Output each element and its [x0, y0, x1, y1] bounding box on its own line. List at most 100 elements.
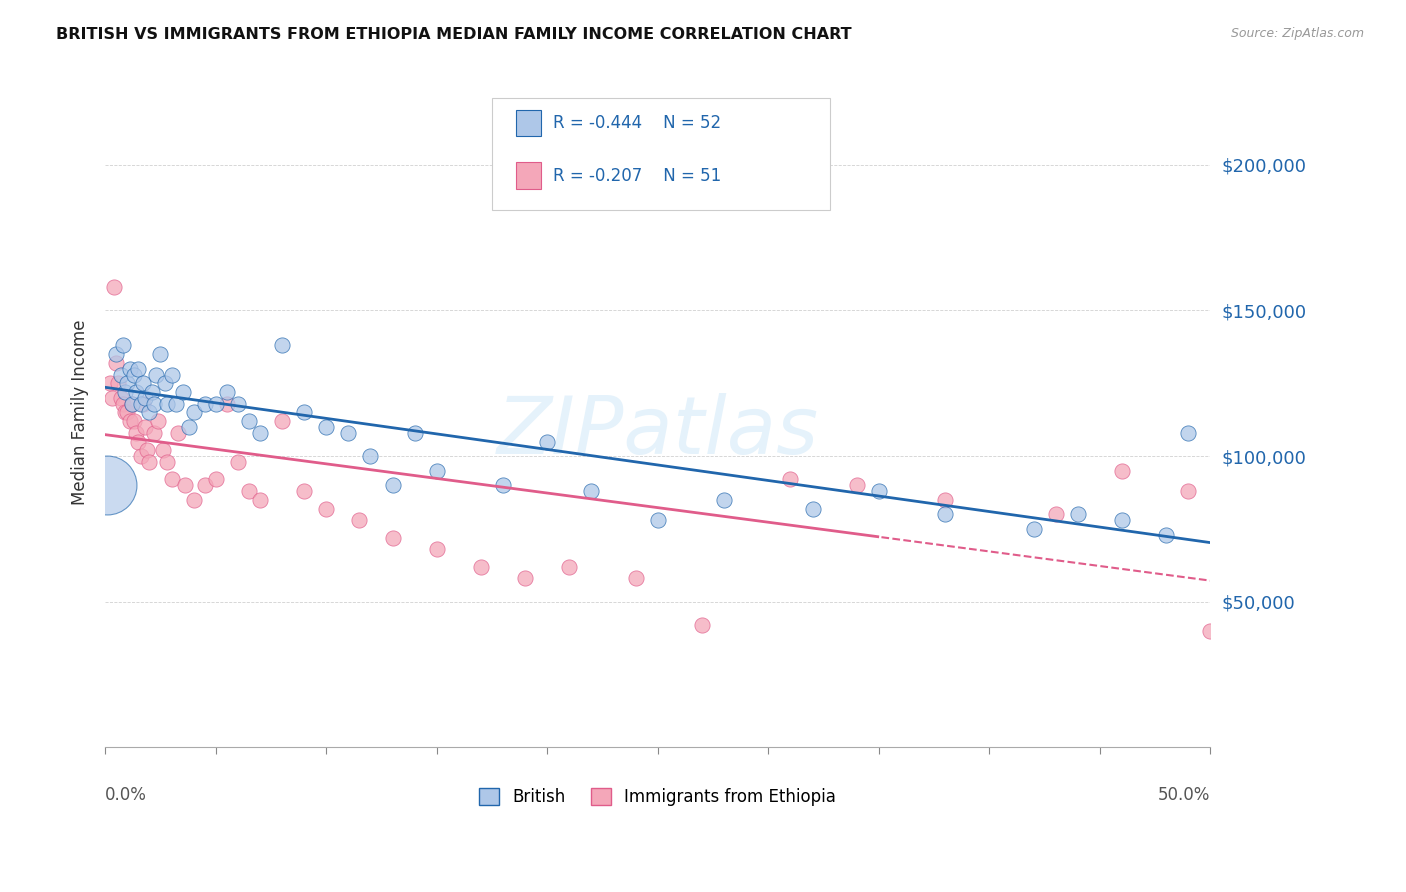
Point: [690, 618, 713, 632]
Point: [271, 414, 294, 428]
Point: [107, 376, 129, 391]
Y-axis label: Median Family Income: Median Family Income: [72, 319, 89, 505]
Point: [315, 501, 337, 516]
Point: [492, 478, 515, 492]
Point: [129, 449, 152, 463]
Point: [801, 501, 824, 516]
Point: [215, 384, 238, 399]
Point: [179, 420, 201, 434]
Point: [315, 420, 337, 434]
Point: [142, 397, 165, 411]
Point: [149, 347, 172, 361]
Point: [125, 425, 148, 440]
Point: [98, 376, 121, 391]
Text: R = -0.444    N = 52: R = -0.444 N = 52: [553, 114, 721, 132]
Point: [145, 368, 167, 382]
Point: [1154, 527, 1177, 541]
Point: [381, 531, 404, 545]
Point: [337, 425, 360, 440]
Point: [183, 492, 205, 507]
Point: [426, 464, 449, 478]
Point: [118, 414, 141, 428]
Point: [114, 384, 136, 399]
Point: [581, 483, 603, 498]
Point: [515, 571, 537, 585]
Point: [122, 414, 145, 428]
Point: [713, 492, 735, 507]
Legend: British, Immigrants from Ethiopia: British, Immigrants from Ethiopia: [472, 781, 842, 813]
Point: [118, 361, 141, 376]
Point: [103, 280, 125, 294]
Point: [122, 368, 145, 382]
Point: [271, 338, 294, 352]
Point: [127, 361, 149, 376]
Point: [238, 414, 260, 428]
Text: 0.0%: 0.0%: [105, 786, 148, 805]
Point: [934, 492, 956, 507]
Point: [114, 405, 136, 419]
Point: [183, 405, 205, 419]
Point: [101, 391, 124, 405]
Point: [172, 384, 194, 399]
Point: [111, 338, 134, 352]
Point: [381, 478, 404, 492]
Point: [1067, 508, 1090, 522]
Point: [204, 472, 226, 486]
Point: [1177, 425, 1199, 440]
Point: [96, 478, 118, 492]
Point: [160, 368, 183, 382]
Text: R = -0.207    N = 51: R = -0.207 N = 51: [553, 167, 721, 185]
Point: [134, 420, 156, 434]
Point: [141, 384, 163, 399]
Text: BRITISH VS IMMIGRANTS FROM ETHIOPIA MEDIAN FAMILY INCOME CORRELATION CHART: BRITISH VS IMMIGRANTS FROM ETHIOPIA MEDI…: [56, 27, 852, 42]
Point: [134, 391, 156, 405]
Point: [624, 571, 647, 585]
Point: [1111, 464, 1133, 478]
Point: [1199, 624, 1222, 638]
Point: [138, 455, 160, 469]
Point: [160, 472, 183, 486]
Text: Source: ZipAtlas.com: Source: ZipAtlas.com: [1230, 27, 1364, 40]
Point: [1111, 513, 1133, 527]
Point: [470, 559, 492, 574]
Point: [1045, 508, 1067, 522]
Point: [125, 384, 148, 399]
Point: [142, 425, 165, 440]
Point: [292, 405, 315, 419]
Point: [121, 397, 143, 411]
Point: [121, 397, 143, 411]
Point: [845, 478, 868, 492]
Text: 50.0%: 50.0%: [1159, 786, 1211, 805]
Point: [165, 397, 187, 411]
Point: [117, 405, 139, 419]
Point: [1022, 522, 1045, 536]
Point: [249, 492, 271, 507]
Point: [110, 391, 132, 405]
Point: [132, 376, 155, 391]
Point: [558, 559, 581, 574]
Point: [105, 356, 128, 370]
Point: [204, 397, 226, 411]
Point: [292, 483, 315, 498]
Point: [349, 513, 371, 527]
Point: [148, 414, 170, 428]
Point: [194, 397, 217, 411]
Point: [173, 478, 195, 492]
Point: [132, 397, 155, 411]
Point: [868, 483, 890, 498]
Point: [105, 347, 128, 361]
Point: [779, 472, 801, 486]
Point: [249, 425, 271, 440]
Point: [138, 405, 160, 419]
Point: [156, 455, 179, 469]
Point: [404, 425, 426, 440]
Point: [215, 397, 238, 411]
Point: [426, 542, 449, 557]
Point: [127, 434, 149, 449]
Point: [110, 368, 132, 382]
Text: ZIPatlas: ZIPatlas: [496, 393, 818, 472]
Point: [194, 478, 217, 492]
Point: [167, 425, 190, 440]
Point: [129, 397, 152, 411]
Point: [136, 443, 159, 458]
